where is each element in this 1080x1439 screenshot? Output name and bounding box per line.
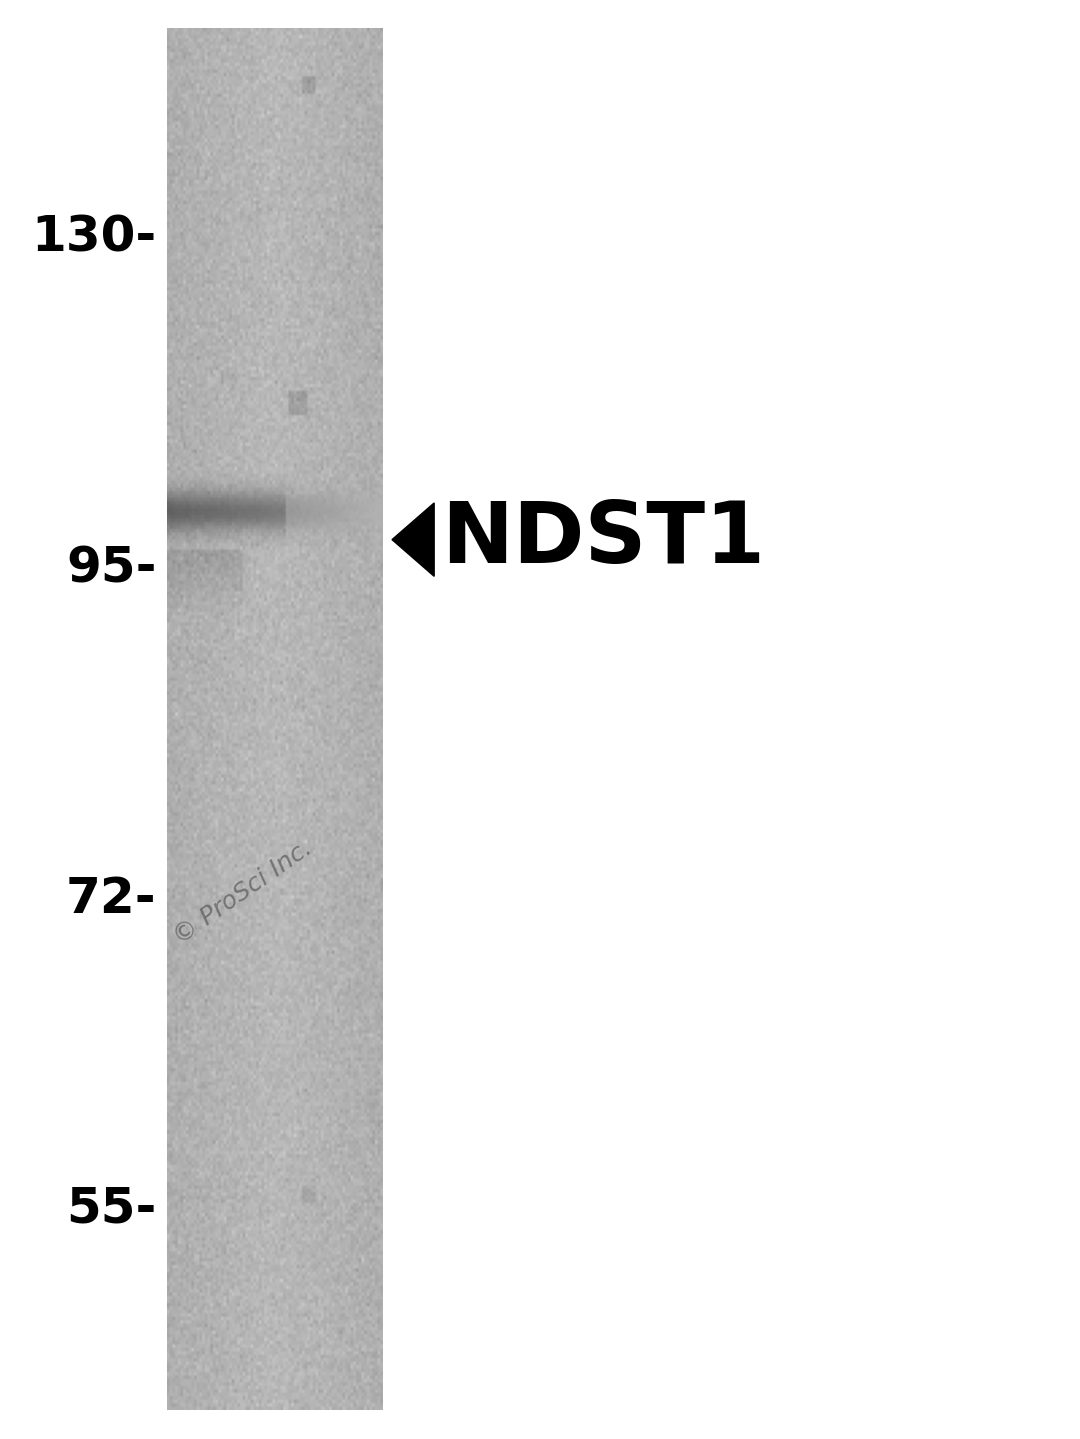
- Text: 130-: 130-: [31, 213, 157, 262]
- Text: NDST1: NDST1: [441, 498, 765, 581]
- Polygon shape: [392, 504, 434, 576]
- Text: 55-: 55-: [66, 1184, 157, 1233]
- Text: © ProSci Inc.: © ProSci Inc.: [170, 836, 316, 948]
- Text: 72-: 72-: [66, 875, 157, 924]
- Text: 95-: 95-: [66, 544, 157, 593]
